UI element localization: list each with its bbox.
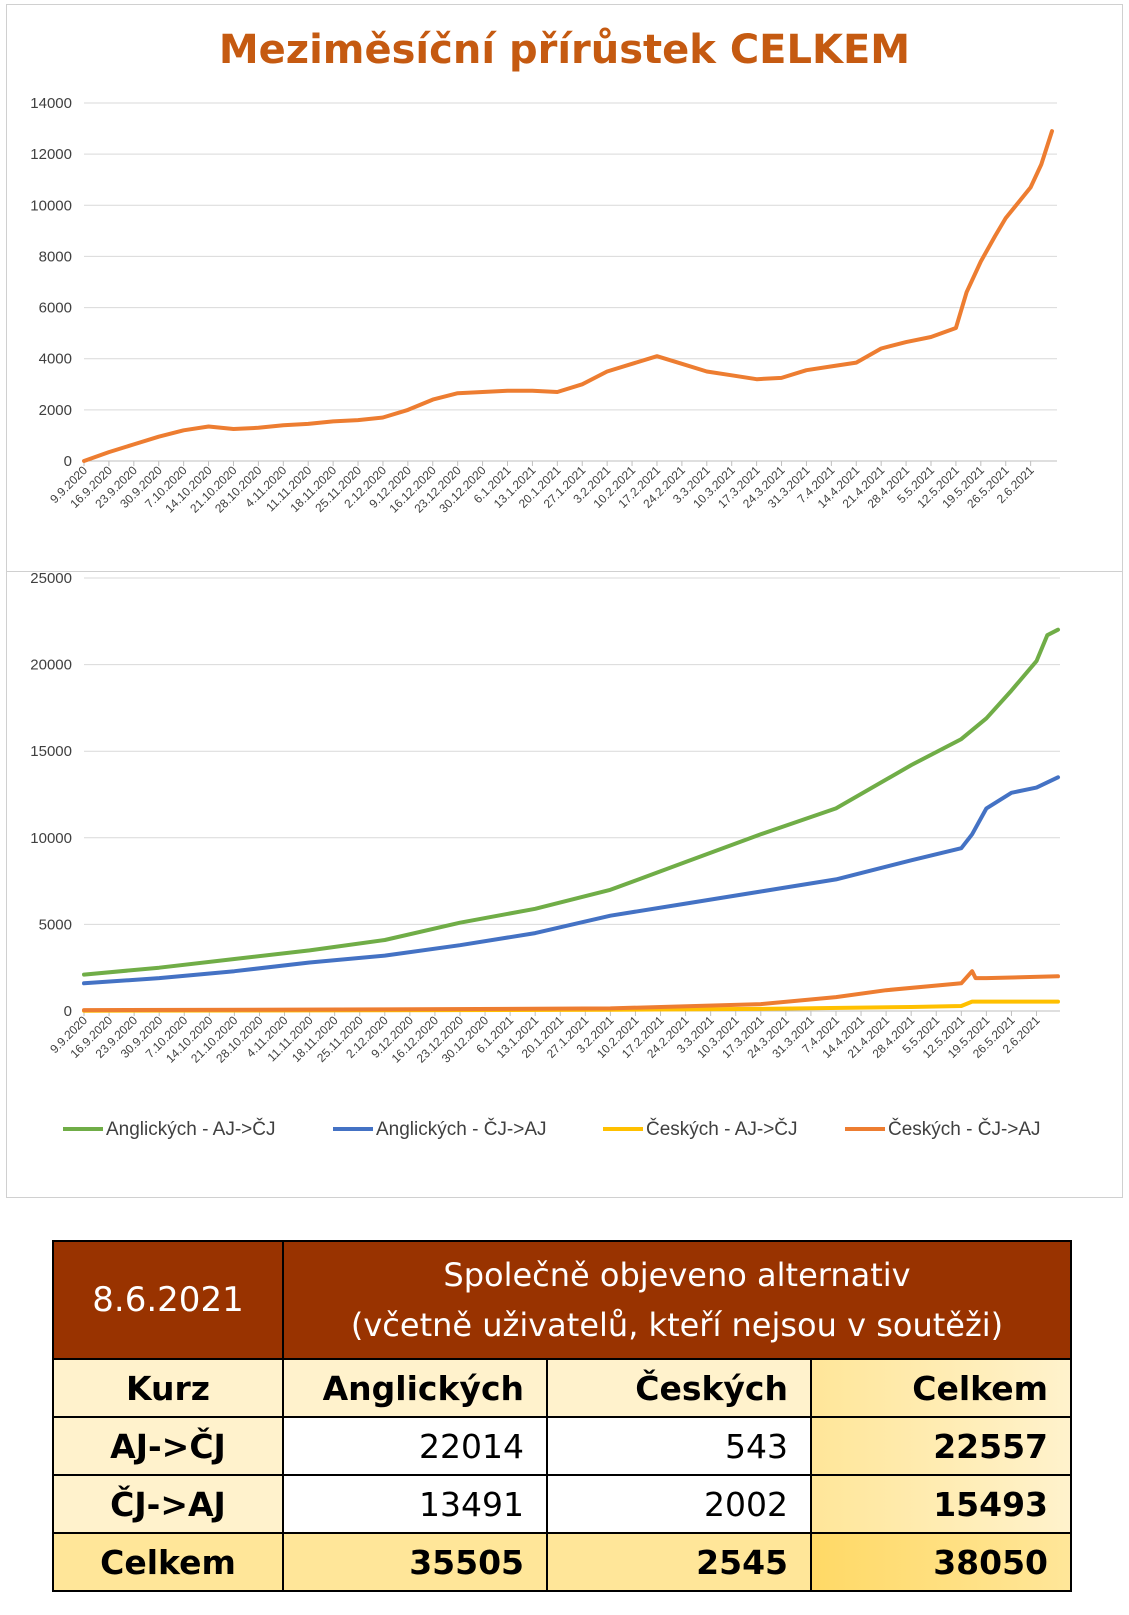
y-tick-label: 20000 xyxy=(30,657,72,674)
y-tick-label: 4000 xyxy=(39,351,72,368)
y-tick-label: 15000 xyxy=(30,743,72,760)
y-tick-label: 10000 xyxy=(30,830,72,847)
legend-item: Anglických - ČJ->AJ xyxy=(376,1118,547,1140)
bottom-chart: 0 5000 10000 15000 20000 25000 9.9.2020 16.9.20… xyxy=(6,571,1123,1198)
y-tick-label: 12000 xyxy=(30,146,72,163)
cell-anglickych: 13491 xyxy=(282,1474,548,1534)
y-tick-label: 14000 xyxy=(30,95,72,112)
y-tick-label: 2000 xyxy=(39,402,72,419)
y-tick-label: 0 xyxy=(64,453,72,470)
cell-anglickych: 22014 xyxy=(282,1416,548,1476)
series-line xyxy=(82,129,1054,463)
chart-title: Meziměsíční přírůstek CELKEM xyxy=(218,27,911,73)
legend-item: Českých - AJ->ČJ xyxy=(646,1118,798,1140)
top-chart-plot: 020004000600080001000012000140009.9.2020… xyxy=(30,95,1057,516)
y-tick-label: 25000 xyxy=(30,572,72,587)
cell-ceskych: 2545 xyxy=(546,1532,812,1592)
header-ceskych: Českých xyxy=(546,1358,812,1418)
cell-anglickych: 35505 xyxy=(282,1532,548,1592)
cell-ceskych: 543 xyxy=(546,1416,812,1476)
row-label: Celkem xyxy=(52,1532,284,1592)
table-date: 8.6.2021 xyxy=(52,1240,284,1360)
row-label: AJ->ČJ xyxy=(52,1416,284,1476)
cell-celkem: 22557 xyxy=(810,1416,1072,1476)
cell-ceskych: 2002 xyxy=(546,1474,812,1534)
table-row-total: Celkem 35505 2545 38050 xyxy=(52,1532,1072,1592)
header-kurz: Kurz xyxy=(52,1358,284,1418)
table-row: ČJ->AJ 13491 2002 15493 xyxy=(52,1474,1072,1534)
table-row: AJ->ČJ 22014 543 22557 xyxy=(52,1416,1072,1476)
bottom-chart-plot: 05000100001500020000250009.9.202016.9.20… xyxy=(30,572,1060,1140)
table-title: Společně objeveno alternativ (včetně uži… xyxy=(282,1240,1072,1360)
table-title-line2: (včetně uživatelů, kteří nejsou v soutěž… xyxy=(350,1306,1004,1344)
header-anglickych: Anglických xyxy=(282,1358,548,1418)
y-tick-label: 5000 xyxy=(39,916,72,933)
top-chart: Meziměsíční přírůstek CELKEM 0 2000 4000 60… xyxy=(6,4,1123,572)
series-line xyxy=(82,775,1060,986)
header-celkem: Celkem xyxy=(810,1358,1072,1418)
summary-table: 8.6.2021 Společně objeveno alternativ (v… xyxy=(52,1240,1072,1592)
table-title-line1: Společně objeveno alternativ xyxy=(443,1256,911,1294)
row-label: ČJ->AJ xyxy=(52,1474,284,1534)
series-line xyxy=(82,969,1060,1013)
cell-celkem: 15493 xyxy=(810,1474,1072,1534)
y-tick-label: 8000 xyxy=(39,248,72,265)
y-tick-label: 0 xyxy=(64,1003,72,1020)
y-tick-label: 6000 xyxy=(39,300,72,317)
cell-celkem: 38050 xyxy=(810,1532,1072,1592)
legend-item: Anglických - AJ->ČJ xyxy=(106,1118,275,1140)
legend-item: Českých - ČJ->AJ xyxy=(888,1118,1041,1140)
series-line xyxy=(82,627,1060,977)
y-tick-label: 10000 xyxy=(30,197,72,214)
